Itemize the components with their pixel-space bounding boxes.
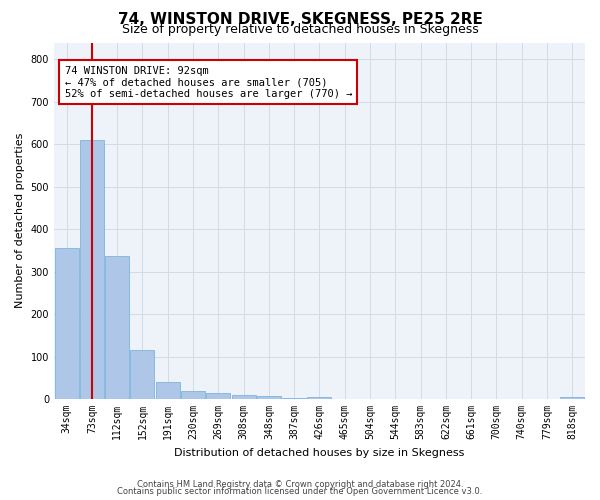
Bar: [257, 396, 281, 399]
Bar: [105, 256, 129, 399]
Text: Size of property relative to detached houses in Skegness: Size of property relative to detached ho…: [122, 24, 478, 36]
Y-axis label: Number of detached properties: Number of detached properties: [15, 133, 25, 308]
X-axis label: Distribution of detached houses by size in Skegness: Distribution of detached houses by size …: [174, 448, 464, 458]
Bar: [181, 390, 205, 399]
Bar: [282, 398, 306, 399]
Bar: [130, 350, 154, 399]
Bar: [307, 397, 331, 399]
Bar: [560, 397, 584, 399]
Text: 74, WINSTON DRIVE, SKEGNESS, PE25 2RE: 74, WINSTON DRIVE, SKEGNESS, PE25 2RE: [118, 12, 482, 28]
Text: Contains HM Land Registry data © Crown copyright and database right 2024.: Contains HM Land Registry data © Crown c…: [137, 480, 463, 489]
Bar: [156, 382, 180, 399]
Text: Contains public sector information licensed under the Open Government Licence v3: Contains public sector information licen…: [118, 487, 482, 496]
Bar: [55, 248, 79, 399]
Bar: [80, 140, 104, 399]
Text: 74 WINSTON DRIVE: 92sqm
← 47% of detached houses are smaller (705)
52% of semi-d: 74 WINSTON DRIVE: 92sqm ← 47% of detache…: [65, 66, 352, 99]
Bar: [232, 395, 256, 399]
Bar: [206, 392, 230, 399]
